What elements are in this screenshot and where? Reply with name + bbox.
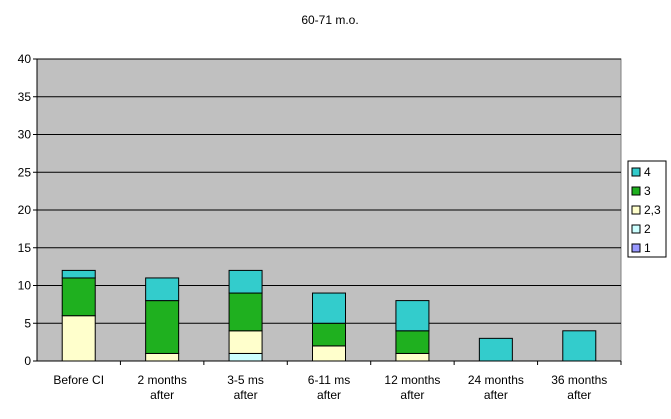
y-tick-label: 35 bbox=[18, 90, 32, 104]
bar-segment-2 bbox=[228, 352, 263, 362]
y-tick-label: 40 bbox=[18, 52, 32, 66]
x-tick-label: 12 months bbox=[384, 373, 440, 387]
bar-segment-3 bbox=[228, 292, 263, 332]
y-tick-label: 5 bbox=[24, 316, 31, 330]
x-tick-label: 3-5 ms bbox=[227, 373, 264, 387]
x-tick-label: after bbox=[150, 388, 174, 402]
x-tick-label: 2 months bbox=[137, 373, 186, 387]
legend-swatch bbox=[631, 243, 641, 253]
x-tick-label: Before CI bbox=[53, 373, 104, 387]
bar-segment-3 bbox=[145, 300, 180, 354]
bar-segment-2_3 bbox=[228, 330, 263, 354]
legend-swatch bbox=[631, 224, 641, 234]
legend: 4 3 2,3 2 1 bbox=[627, 160, 667, 258]
x-tick-label: after bbox=[484, 388, 508, 402]
y-tick-label: 20 bbox=[18, 203, 32, 217]
legend-label: 4 bbox=[644, 165, 651, 179]
x-tick-label: after bbox=[234, 388, 258, 402]
bar-segment-4 bbox=[61, 269, 96, 279]
legend-swatch bbox=[631, 186, 641, 196]
y-tick-label: 25 bbox=[18, 165, 32, 179]
legend-swatch bbox=[631, 205, 641, 215]
legend-label: 3 bbox=[644, 184, 651, 198]
bar-segment-2_3 bbox=[395, 352, 430, 362]
legend-label: 1 bbox=[644, 241, 651, 255]
bar-segment-3 bbox=[395, 330, 430, 354]
x-tick-label: after bbox=[317, 388, 341, 402]
chart-title: 60-71 m.o. bbox=[301, 13, 358, 27]
x-tick-label: 6-11 ms bbox=[308, 373, 350, 387]
y-tick-label: 30 bbox=[18, 128, 32, 142]
bar-segment-2_3 bbox=[61, 315, 96, 362]
y-tick-label: 0 bbox=[24, 354, 31, 368]
x-tick-label: 24 months bbox=[468, 373, 524, 387]
bar-segment-3 bbox=[312, 322, 346, 347]
legend-label: 2 bbox=[644, 222, 651, 236]
bar-segment-4 bbox=[228, 269, 263, 294]
bar-segment-4 bbox=[395, 300, 430, 332]
bar-segment-3 bbox=[61, 277, 96, 317]
y-tick-label: 10 bbox=[18, 279, 32, 293]
y-tick-label: 15 bbox=[18, 241, 32, 255]
bar-segment-2_3 bbox=[145, 352, 180, 362]
bar-segment-4 bbox=[312, 292, 346, 324]
x-tick-label: after bbox=[400, 388, 424, 402]
bar-segment-4 bbox=[145, 277, 180, 302]
bar-segment-4 bbox=[478, 337, 513, 362]
x-tick-label: 36 months bbox=[551, 373, 607, 387]
x-tick-label: after bbox=[567, 388, 591, 402]
legend-label: 2,3 bbox=[644, 203, 661, 217]
bar-segment-4 bbox=[562, 330, 597, 362]
bar-segment-2_3 bbox=[312, 345, 346, 362]
legend-swatch bbox=[631, 167, 641, 177]
